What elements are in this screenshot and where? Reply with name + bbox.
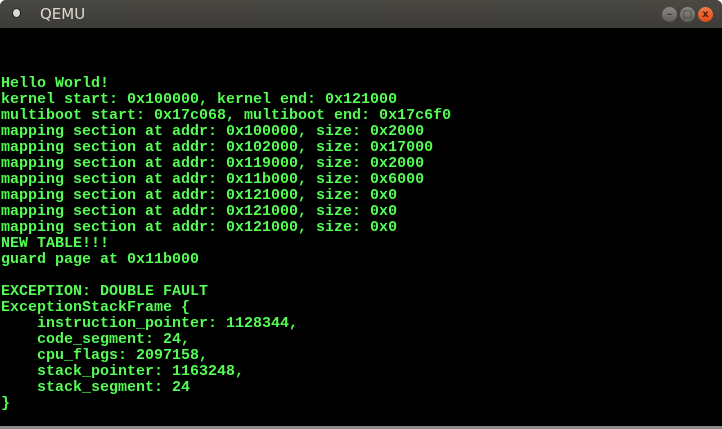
terminal-line: mapping section at addr: 0x119000, size:… xyxy=(1,155,425,172)
terminal-line xyxy=(1,268,451,284)
terminal-line: code_segment: 24, xyxy=(1,331,191,348)
terminal-line: mapping section at addr: 0x11b000, size:… xyxy=(1,171,425,188)
terminal-line: cpu_flags: 2097158, xyxy=(1,347,209,364)
minimize-button[interactable]: – xyxy=(662,7,677,22)
terminal-line: instruction_pointer: 1128344, xyxy=(1,315,299,332)
terminal-line: mapping section at addr: 0x121000, size:… xyxy=(1,219,398,236)
terminal-output: Hello World! kernel start: 0x100000, kern… xyxy=(1,76,451,412)
terminal-line: EXCEPTION: DOUBLE FAULT xyxy=(1,283,209,300)
close-button[interactable]: x xyxy=(698,7,713,22)
terminal-line: kernel start: 0x100000, kernel end: 0x12… xyxy=(1,91,398,108)
maximize-button[interactable]: □ xyxy=(680,7,695,22)
terminal-line: ExceptionStackFrame { xyxy=(1,299,191,316)
terminal-line: mapping section at addr: 0x100000, size:… xyxy=(1,123,425,140)
title-bar[interactable]: QEMU – □ x xyxy=(0,0,722,28)
terminal-line: mapping section at addr: 0x121000, size:… xyxy=(1,203,398,220)
terminal-line: multiboot start: 0x17c068, multiboot end… xyxy=(1,107,452,124)
vga-text-screen[interactable]: Hello World! kernel start: 0x100000, kern… xyxy=(0,28,722,426)
terminal-line: } xyxy=(1,395,11,412)
terminal-line: mapping section at addr: 0x121000, size:… xyxy=(1,187,398,204)
terminal-line: stack_pointer: 1163248, xyxy=(1,363,245,380)
window-border xyxy=(0,426,722,429)
terminal-line: NEW TABLE!!! xyxy=(1,235,110,252)
terminal-line: stack_segment: 24 xyxy=(1,379,191,396)
terminal-line: mapping section at addr: 0x102000, size:… xyxy=(1,139,434,156)
app-icon xyxy=(13,9,20,17)
window-title: QEMU xyxy=(40,5,86,23)
terminal-line: guard page at 0x11b000 xyxy=(1,251,200,268)
terminal-line: Hello World! xyxy=(1,75,110,92)
